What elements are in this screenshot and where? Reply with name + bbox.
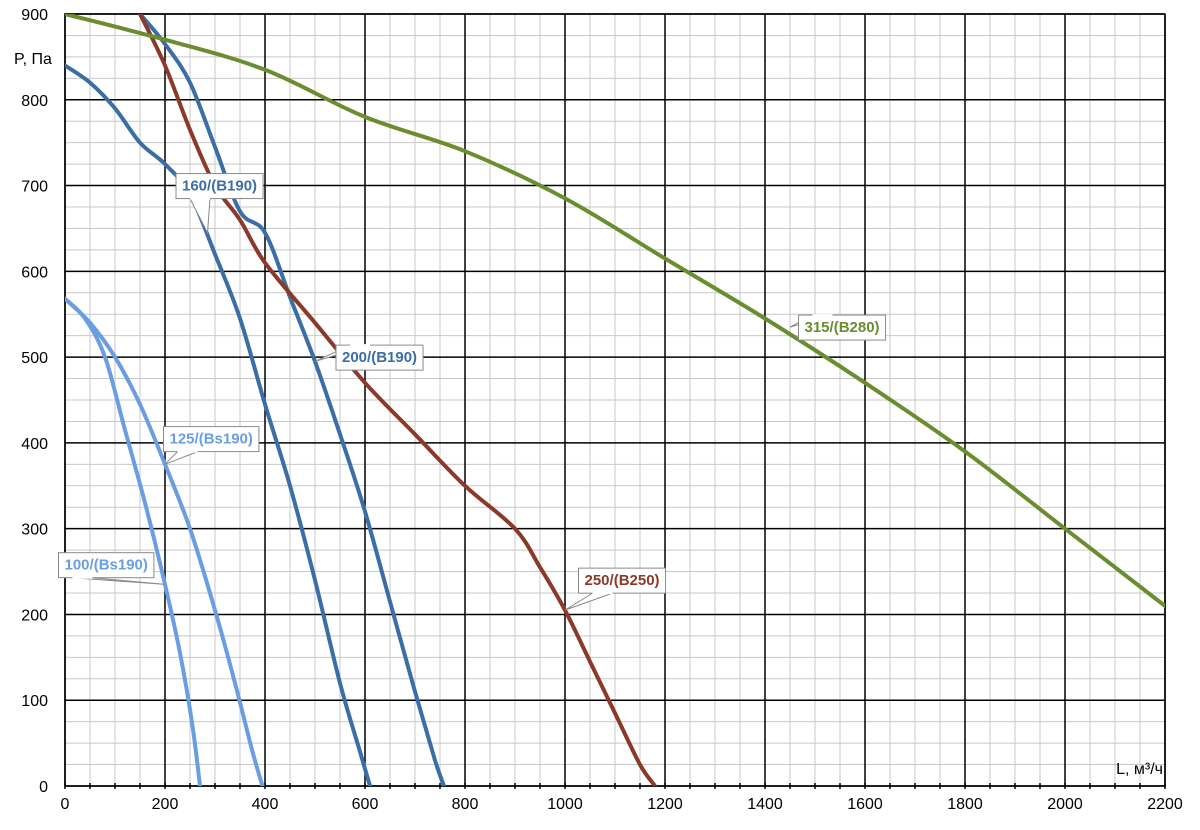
x-tick-label: 0	[61, 796, 70, 813]
x-tick-label: 1400	[747, 796, 783, 813]
y-tick-label: 100	[21, 693, 48, 710]
series-callout: 315/(B280)	[789, 314, 887, 341]
callout-pointer	[189, 198, 211, 235]
series-callout: 100/(Bs190)	[58, 552, 166, 585]
callout-pointer	[564, 592, 613, 611]
x-tick-label: 2000	[1047, 796, 1083, 813]
x-tick-label: 2200	[1147, 796, 1183, 813]
y-axis-ticks: 0 100 200 300 400 500 600 700 800 900	[21, 7, 48, 796]
series-callout: 200/(B190)	[314, 344, 424, 371]
series-callout-label: 315/(B280)	[805, 319, 880, 336]
y-tick-label: 0	[39, 779, 48, 796]
series-callout-label: 200/(B190)	[342, 349, 417, 366]
x-tick-label: 1600	[847, 796, 883, 813]
x-tick-label: 1800	[947, 796, 983, 813]
y-tick-label: 500	[21, 350, 48, 367]
callout-box	[163, 426, 260, 453]
x-axis-title: L, м³/ч	[1116, 761, 1163, 778]
series-callout-label: 160/(B190)	[182, 178, 257, 195]
y-tick-label: 800	[21, 93, 48, 110]
series-line-160-b190	[65, 63, 372, 786]
x-tick-label: 400	[252, 796, 279, 813]
series-line-100-bs190	[65, 296, 202, 786]
y-tick-label: 600	[21, 264, 48, 281]
callout-layer: 160/(B190) 200/(B190) 125/(Bs190) 100/(Bs19…	[58, 173, 887, 611]
series-callout-label: 100/(Bs190)	[65, 557, 148, 574]
x-tick-label: 200	[152, 796, 179, 813]
y-tick-label: 200	[21, 607, 48, 624]
y-axis-title: P, Па	[14, 51, 52, 68]
callout-pointer	[72, 577, 166, 585]
series-callout: 250/(B250)	[564, 567, 667, 611]
callout-box	[335, 344, 424, 371]
series-line-250-b250	[138, 14, 657, 786]
y-tick-label: 900	[21, 7, 48, 24]
series-callout: 160/(B190)	[175, 173, 264, 235]
x-tick-label: 1000	[547, 796, 583, 813]
y-tick-label: 700	[21, 179, 48, 196]
x-axis-ticks: 0 200 400 600 800 1000 1200 1400 1600 1800 2000 220…	[61, 783, 1183, 813]
x-tick-label: 1200	[647, 796, 683, 813]
x-tick-label: 600	[352, 796, 379, 813]
callout-box	[798, 314, 887, 341]
x-tick-label: 800	[452, 796, 479, 813]
callout-box	[175, 173, 264, 200]
y-tick-label: 300	[21, 522, 48, 539]
series-line-315-b280	[65, 14, 1165, 608]
series-callout-label: 250/(B250)	[585, 572, 660, 589]
y-tick-label: 400	[21, 436, 48, 453]
callout-pointer	[164, 451, 198, 465]
callout-box	[578, 567, 667, 594]
series-layer	[65, 14, 1165, 786]
series-callout: 125/(Bs190)	[163, 426, 260, 465]
series-line-125-bs190	[65, 296, 265, 786]
series-callout-label: 125/(Bs190)	[170, 431, 253, 448]
callout-box	[58, 552, 155, 579]
series-line-200-b190	[138, 14, 446, 786]
